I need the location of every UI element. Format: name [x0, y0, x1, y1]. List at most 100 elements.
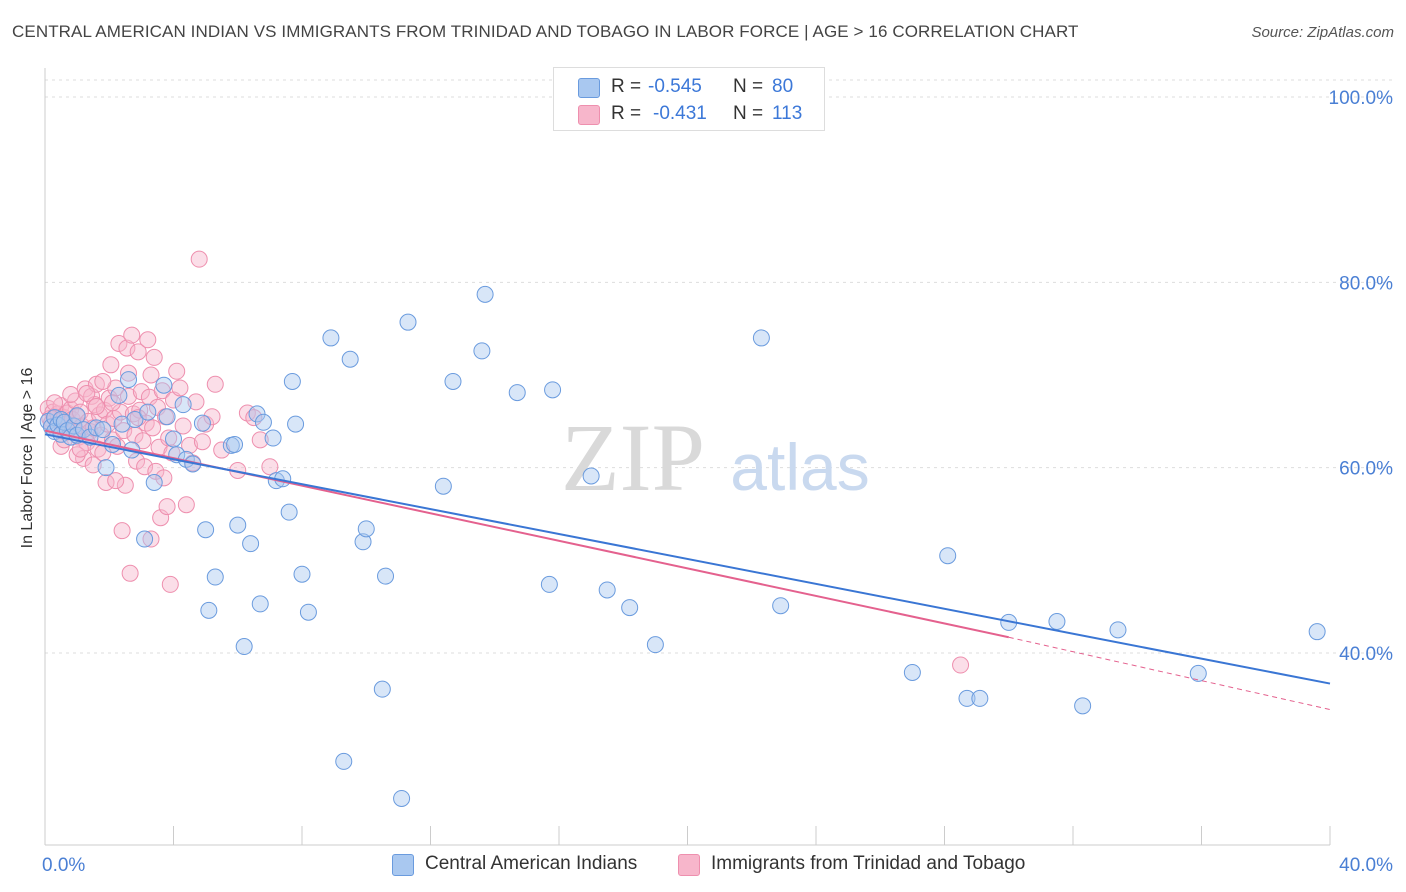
data-point-central-american [65, 417, 83, 435]
data-point-central-american [393, 789, 411, 807]
data-point-trinidad [110, 334, 128, 352]
data-point-trinidad [100, 389, 118, 407]
series-trinidad-points [39, 250, 970, 674]
legend-r-value: -0.545 [648, 76, 702, 97]
data-point-central-american [68, 407, 86, 425]
data-point-central-american [322, 329, 340, 347]
data-point-trinidad [136, 458, 154, 476]
data-point-trinidad [177, 496, 195, 514]
data-point-trinidad [120, 387, 138, 405]
x-tick-label: 40.0% [1339, 855, 1393, 876]
data-point-central-american [254, 413, 272, 431]
data-point-trinidad [158, 498, 176, 516]
data-point-trinidad [174, 417, 192, 435]
watermark-zip: ZIP [561, 404, 705, 511]
y-tick-label: 80.0% [1339, 273, 1393, 294]
data-point-central-american [903, 663, 921, 681]
data-point-trinidad [102, 356, 120, 374]
data-point-trinidad [62, 385, 80, 403]
source-label: Source: ZipAtlas.com [1251, 24, 1394, 41]
data-point-central-american [136, 530, 154, 548]
data-point-trinidad [121, 564, 139, 582]
data-point-central-american [165, 430, 182, 448]
data-point-trinidad [251, 431, 269, 449]
data-point-central-american [200, 601, 218, 619]
data-point-central-american [335, 752, 353, 770]
data-point-trinidad [261, 458, 279, 476]
data-point-central-american [1048, 612, 1066, 630]
data-point-trinidad [120, 364, 138, 382]
data-point-central-american [357, 520, 375, 538]
data-point-trinidad [213, 441, 231, 459]
legend-n-label: N = [733, 103, 764, 124]
data-point-central-american [283, 372, 301, 390]
data-point-central-american [772, 597, 790, 615]
data-point-trinidad [84, 456, 102, 474]
data-point-central-american [971, 689, 989, 707]
data-point-central-american [752, 329, 770, 347]
data-point-central-american [299, 603, 317, 621]
data-point-trinidad [116, 476, 134, 494]
data-point-trinidad [168, 362, 186, 380]
gridlines [45, 79, 1393, 654]
data-point-trinidad [206, 375, 224, 393]
data-point-central-american [444, 372, 462, 390]
data-point-trinidad [46, 394, 64, 412]
data-point-central-american [226, 436, 244, 453]
data-point-central-american [193, 414, 211, 432]
y-tick-label: 40.0% [1339, 644, 1393, 665]
data-point-trinidad [115, 422, 133, 440]
data-point-trinidad [142, 530, 160, 548]
legend-n-label: N = [733, 76, 764, 97]
data-point-central-american [139, 403, 157, 421]
data-point-central-american [939, 547, 957, 565]
data-point-central-american [434, 477, 452, 495]
data-point-central-american [174, 396, 192, 414]
data-point-central-american [373, 680, 391, 698]
trend-line-trinidad-extension [1008, 636, 1331, 711]
data-point-central-american [145, 473, 163, 491]
data-point-central-american [97, 459, 115, 477]
data-point-central-american [94, 421, 112, 439]
data-point-central-american [377, 567, 395, 585]
data-point-central-american [235, 638, 253, 656]
data-point-central-american [113, 415, 131, 433]
data-point-central-american [206, 568, 224, 586]
data-point-trinidad [171, 379, 189, 397]
data-point-trinidad [152, 509, 170, 527]
data-point-central-american [341, 350, 359, 368]
data-point-trinidad [134, 432, 152, 450]
y-tick-label: 60.0% [1339, 459, 1393, 480]
trend-line-central-american [44, 433, 1331, 685]
data-point-trinidad [129, 343, 147, 361]
data-point-trinidad [113, 522, 131, 540]
data-point-central-american [399, 313, 417, 331]
data-point-central-american [251, 595, 269, 613]
data-point-central-american [264, 429, 282, 447]
legend-swatch-pink [578, 105, 600, 125]
data-point-central-american [582, 467, 600, 485]
data-point-trinidad [181, 436, 199, 454]
chart-title: CENTRAL AMERICAN INDIAN VS IMMIGRANTS FR… [12, 22, 1079, 41]
data-point-trinidad [139, 331, 157, 349]
bottom-legend-swatch-blue [392, 854, 414, 876]
data-point-central-american [197, 521, 215, 539]
data-point-trinidad [193, 433, 211, 451]
legend-r-value: -0.431 [653, 103, 707, 124]
data-point-trinidad [68, 446, 86, 464]
bottom-legend-label-blue: Central American Indians [425, 853, 638, 874]
data-point-trinidad [203, 408, 221, 426]
watermark-atlas: atlas [730, 430, 869, 504]
y-axis-label-text: In Labor Force | Age > 16 [19, 367, 36, 549]
data-point-central-american [540, 575, 558, 593]
data-point-central-american [242, 535, 260, 553]
y-axis-label: In Labor Force | Age > 16 [19, 368, 37, 549]
data-point-central-american [158, 408, 176, 426]
data-point-central-american [544, 381, 562, 399]
data-point-central-american [1074, 697, 1092, 715]
legend-r-label: R = [611, 76, 642, 97]
series-central-american-points [39, 285, 1326, 807]
data-point-trinidad [161, 575, 179, 593]
data-point-trinidad [118, 339, 136, 357]
